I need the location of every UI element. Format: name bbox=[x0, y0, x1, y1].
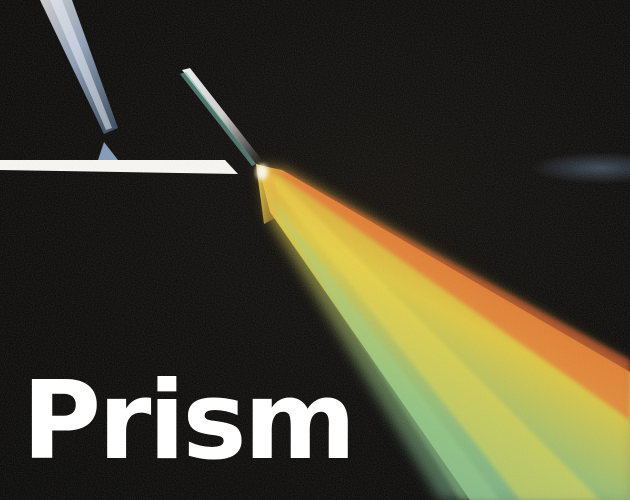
title-text: Prism bbox=[22, 359, 356, 484]
